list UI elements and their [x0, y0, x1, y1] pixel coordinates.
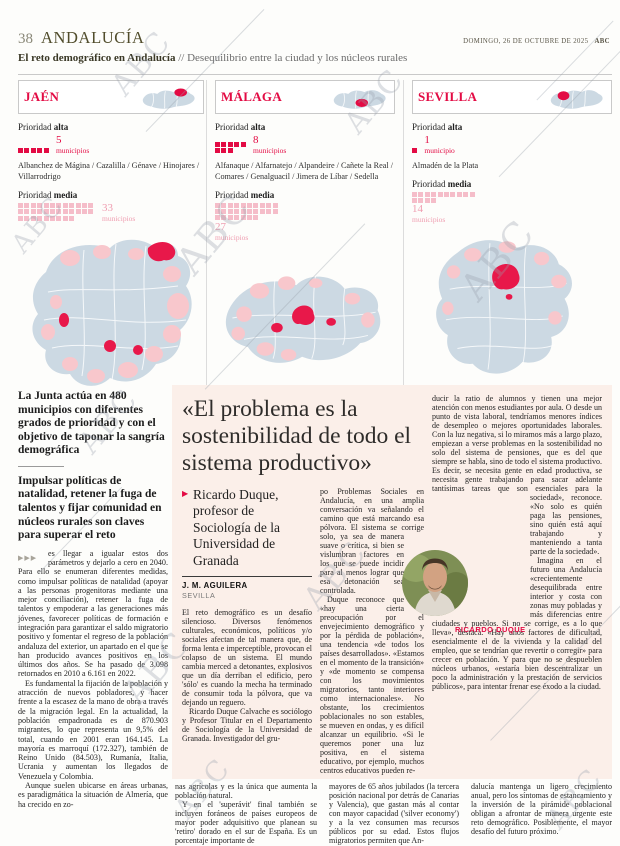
- priority-media-label: Prioridad media: [18, 189, 78, 200]
- province-map-jaen: [32, 239, 192, 387]
- panel-malaga: MÁLAGA Prioridad alta 8 municipios Alfana…: [215, 80, 395, 387]
- alta-squares: [412, 148, 418, 154]
- priority-alta-label: Prioridad alta: [215, 122, 266, 132]
- media-unit: municipios: [412, 215, 446, 225]
- byline-author: J. M. AGUILERA: [182, 581, 248, 591]
- media-squares-row: 33 municipios: [18, 201, 204, 223]
- date-text: DOMINGO, 26 DE OCTUBRE DE 2025: [463, 38, 589, 45]
- province-title: JAÉN: [24, 89, 60, 104]
- arrow-icon: ▶: [182, 489, 189, 498]
- interview-col-3: ducir la ratio de alumnos y tienen una m…: [432, 394, 602, 691]
- alta-squares-row: 1 municipio: [412, 135, 612, 155]
- panel-header: JAÉN: [18, 80, 204, 114]
- alta-unit: municipios: [253, 146, 287, 155]
- municipality-list: Alfanaque / Alfarnatejo / Alpandeire / C…: [215, 160, 394, 181]
- kicker-bold: El reto demográfico en Andalucía: [18, 52, 176, 64]
- alta-unit: municipios: [55, 146, 90, 155]
- andalucia-locator-map: [333, 89, 386, 109]
- media-count: 27: [215, 220, 226, 233]
- media-squares-block: 27 municipios: [215, 202, 395, 242]
- panel-header: MÁLAGA: [215, 80, 395, 114]
- panel-divider: [403, 80, 404, 388]
- media-squares: [412, 191, 476, 205]
- byline-place: SEVILLA: [182, 591, 216, 601]
- province-title: SEVILLA: [418, 89, 478, 104]
- bottom-col-1: nas agrícolas y es la única que aumenta …: [175, 782, 317, 845]
- media-count: 14: [412, 203, 423, 216]
- municipality-list: Albanchez de Mágina / Cazalilla / Génave…: [18, 160, 200, 181]
- media-count: 33: [102, 201, 113, 214]
- priority-media-label: Prioridad media: [412, 178, 472, 189]
- brand-logo: ABC: [594, 38, 610, 45]
- lede-2: Impulsar políticas de natalidad, retener…: [18, 474, 162, 542]
- alta-count: 5: [55, 134, 62, 146]
- municipality-list: Almadén de la Plata: [412, 160, 479, 170]
- continuation-marker: ▶▶▶: [18, 553, 38, 562]
- panel-jaen: JAÉN Prioridad alta 5 municipios Albanche…: [18, 80, 204, 404]
- interview-headline: «El problema es la sostenibilidad de tod…: [182, 396, 412, 476]
- province-map-sevilla: [436, 239, 572, 374]
- alta-count: 1: [424, 134, 430, 146]
- alta-count: 8: [253, 134, 259, 146]
- alta-squares-row: 5 municipios: [18, 135, 204, 155]
- province-map-malaga: [225, 275, 381, 364]
- person-avatar: [402, 550, 468, 616]
- byline-divider: [182, 576, 312, 578]
- kicker-rest: // Desequilibrio entre la ciudad y los n…: [178, 52, 408, 64]
- dateline: DOMINGO, 26 DE OCTUBRE DE 2025 ABC: [463, 38, 610, 45]
- interview-col-1: ▶ Ricardo Duque, profesor de Sociología d…: [182, 487, 312, 744]
- media-unit: municipios: [215, 232, 249, 242]
- interview-deck: ▶ Ricardo Duque, profesor de Sociología d…: [182, 487, 280, 568]
- section-title: ANDALUCÍA: [41, 28, 145, 47]
- alta-squares: [215, 141, 247, 155]
- media-squares: [18, 202, 96, 222]
- andalucia-locator-map: [550, 89, 603, 109]
- andalucia-locator-map: [142, 88, 195, 109]
- interview-box: «El problema es la sostenibilidad de tod…: [172, 385, 612, 779]
- bottom-strip: nas agrícolas y es la única que aumenta …: [175, 782, 612, 845]
- panel-sevilla: SEVILLA Prioridad alta 1 municipio Almadé…: [412, 80, 612, 404]
- bottom-col-3: dalucía mantenga un ligero crecimiento a…: [471, 782, 612, 836]
- priority-alta-label: Prioridad alta: [412, 122, 463, 132]
- alta-unit: municipio: [424, 146, 455, 155]
- page-number: 38: [18, 31, 33, 47]
- panel-header: SEVILLA: [412, 80, 612, 114]
- top-divider: [18, 74, 612, 75]
- alta-squares-row: 8 municipios: [215, 135, 395, 155]
- lede-1: La Junta actúa en 480 municipios con dif…: [18, 390, 165, 457]
- media-unit: municipios: [102, 213, 136, 223]
- media-squares-block: 14 municipios: [412, 191, 612, 225]
- province-title: MÁLAGA: [221, 89, 283, 104]
- folio-row: 38 ANDALUCÍA DOMINGO, 26 DE OCTUBRE DE 2…: [18, 28, 610, 48]
- priority-alta-label: Prioridad alta: [18, 122, 69, 132]
- left-article: La Junta actúa en 480 municipios con dif…: [18, 390, 168, 809]
- photo-caption: RICARDO DUQUE: [455, 625, 526, 634]
- alta-squares: [18, 148, 50, 154]
- lede-divider: [18, 465, 64, 467]
- panel-divider: [206, 80, 207, 388]
- priority-media-label: Prioridad media: [215, 189, 275, 200]
- kicker: El reto demográfico en Andalucía // Dese…: [18, 52, 610, 64]
- bottom-col-2: mayores de 65 años jubilados (la tercera…: [329, 782, 459, 845]
- portrait-photo: [402, 550, 468, 616]
- interview-col-2: po Problemas Sociales en Andalucía, en u…: [320, 487, 424, 775]
- media-squares: [215, 202, 279, 222]
- left-article-body: ▶▶▶ es llegar a igualar estos dos parámet…: [18, 548, 168, 809]
